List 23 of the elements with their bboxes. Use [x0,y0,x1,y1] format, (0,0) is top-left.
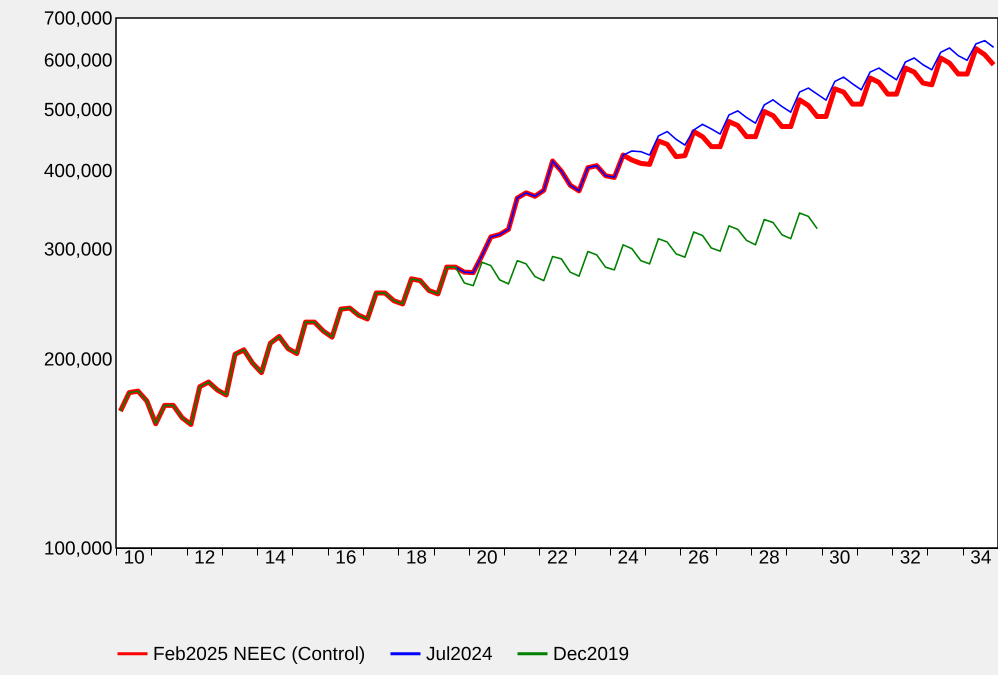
x-tick-label: 34 [970,548,992,568]
legend-label: Feb2025 NEEC (Control) [153,644,366,665]
y-tick-label: 200,000 [44,350,112,371]
y-tick-label: 500,000 [44,100,112,122]
x-tick-label: 16 [335,548,356,568]
y-tick-label: 700,000 [44,8,112,30]
x-tick-label: 24 [617,548,640,568]
x-tick-label: 10 [124,548,145,568]
x-tick-label: 30 [829,548,850,568]
y-tick-label: 400,000 [44,160,112,182]
x-tick-label: 26 [688,548,710,568]
y-tick-label: 100,000 [44,538,112,560]
legend-label: Dec2019 [553,644,630,665]
x-tick-label: 28 [758,548,780,568]
y-tick-label: 300,000 [44,239,112,260]
x-tick-label: 12 [194,548,216,568]
y-tick-label: 600,000 [44,50,112,72]
x-tick-label: 32 [900,548,921,568]
x-tick-label: 14 [264,548,286,568]
x-tick-label: 18 [406,548,427,568]
x-tick-label: 22 [546,548,568,568]
x-tick-label: 20 [476,548,498,568]
legend-label: Jul2024 [426,644,493,665]
